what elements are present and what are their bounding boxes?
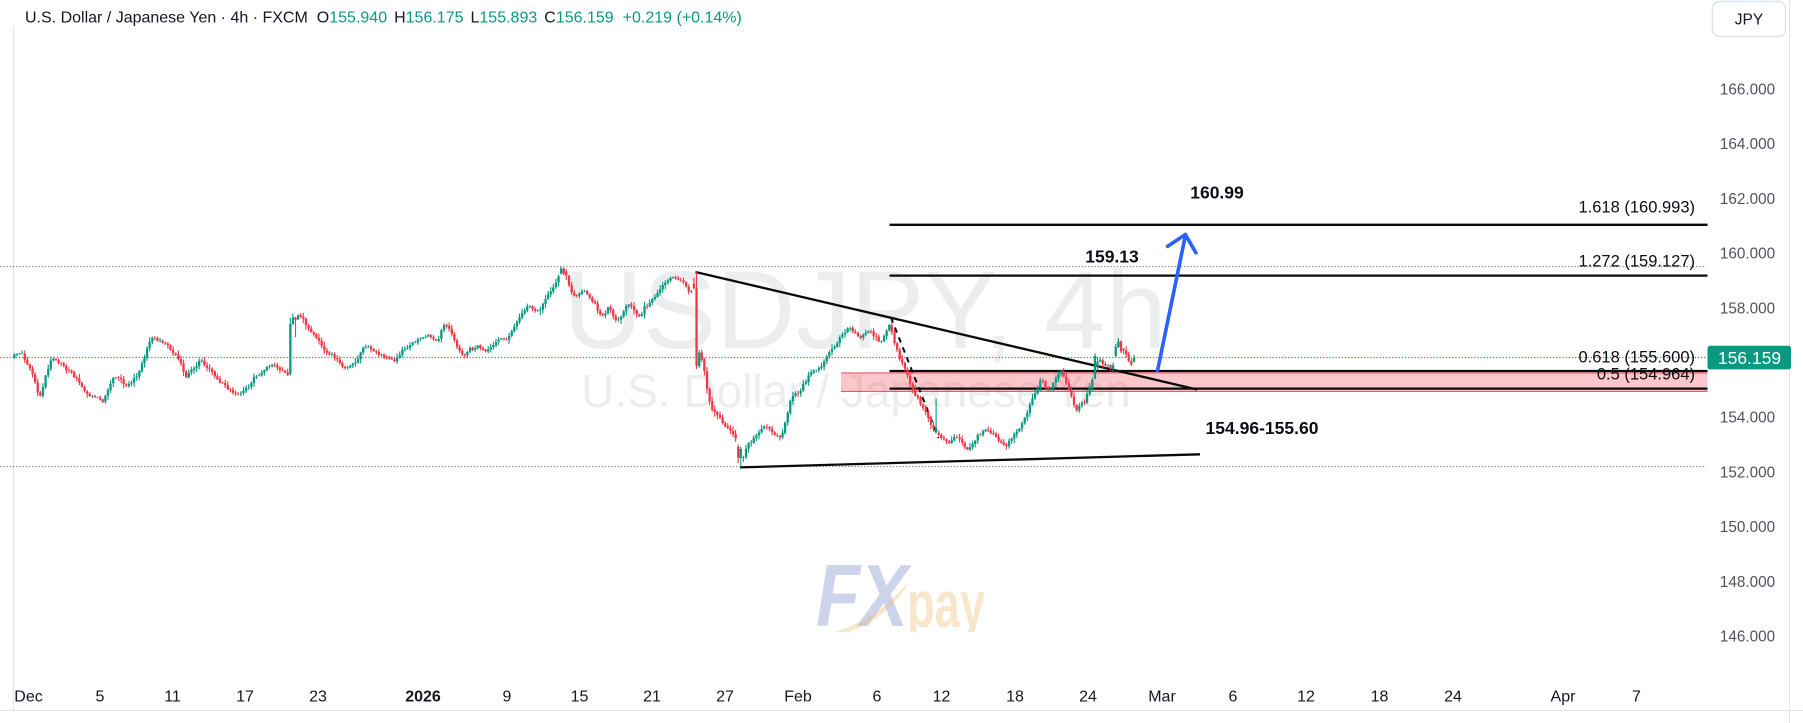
svg-text:154.000: 154.000 xyxy=(1720,410,1775,427)
svg-text:17: 17 xyxy=(236,689,254,706)
svg-text:U.S. Dollar / Japanese Yen · 4: U.S. Dollar / Japanese Yen · 4h · FXCM O1… xyxy=(25,10,742,27)
svg-text:23: 23 xyxy=(309,689,327,706)
svg-text:27: 27 xyxy=(716,689,734,706)
svg-text:166.000: 166.000 xyxy=(1720,82,1775,99)
svg-text:24: 24 xyxy=(1444,689,1462,706)
svg-text:158.000: 158.000 xyxy=(1720,300,1775,317)
svg-text:6: 6 xyxy=(1229,689,1238,706)
svg-text:148.000: 148.000 xyxy=(1720,574,1775,591)
svg-text:Apr: Apr xyxy=(1551,689,1577,706)
svg-text:18: 18 xyxy=(1006,689,1024,706)
svg-text:12: 12 xyxy=(933,689,951,706)
svg-text:USDJPY, 4h: USDJPY, 4h xyxy=(563,249,1166,372)
svg-text:156.159: 156.159 xyxy=(1718,348,1781,368)
svg-text:162.000: 162.000 xyxy=(1720,191,1775,208)
svg-text:21: 21 xyxy=(643,689,661,706)
svg-text:15: 15 xyxy=(571,689,589,706)
svg-text:FX: FX xyxy=(816,546,912,645)
svg-text:pay: pay xyxy=(907,567,985,641)
svg-text:160.000: 160.000 xyxy=(1720,246,1775,263)
svg-text:11: 11 xyxy=(164,689,181,706)
svg-text:JPY: JPY xyxy=(1735,12,1763,29)
svg-text:18: 18 xyxy=(1371,689,1389,706)
svg-text:7: 7 xyxy=(1632,689,1641,706)
svg-text:24: 24 xyxy=(1079,689,1097,706)
svg-text:146.000: 146.000 xyxy=(1720,629,1775,646)
svg-text:164.000: 164.000 xyxy=(1720,136,1775,153)
svg-text:154.96-155.60: 154.96-155.60 xyxy=(1206,418,1319,438)
svg-text:0.618 (155.600): 0.618 (155.600) xyxy=(1578,349,1695,367)
svg-text:12: 12 xyxy=(1297,689,1315,706)
svg-text:1.618 (160.993): 1.618 (160.993) xyxy=(1578,199,1695,217)
svg-text:159.13: 159.13 xyxy=(1085,247,1139,267)
svg-text:1.272 (159.127): 1.272 (159.127) xyxy=(1578,253,1695,271)
svg-text:150.000: 150.000 xyxy=(1720,519,1775,536)
svg-text:9: 9 xyxy=(503,689,512,706)
svg-text:0.5 (154.964): 0.5 (154.964) xyxy=(1597,366,1695,384)
svg-text:160.99: 160.99 xyxy=(1190,183,1244,203)
svg-text:5: 5 xyxy=(96,689,105,706)
svg-text:6: 6 xyxy=(873,689,882,706)
svg-text:152.000: 152.000 xyxy=(1720,464,1775,481)
svg-text:Dec: Dec xyxy=(14,689,42,706)
svg-text:Feb: Feb xyxy=(784,689,812,706)
svg-text:2026: 2026 xyxy=(405,689,441,706)
svg-text:Mar: Mar xyxy=(1148,689,1176,706)
